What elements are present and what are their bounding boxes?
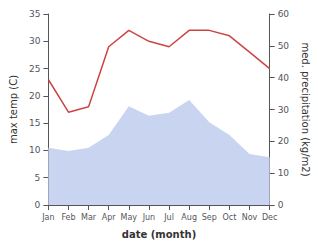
- svg-text:10: 10: [29, 145, 41, 155]
- svg-text:30: 30: [278, 105, 290, 115]
- svg-text:Nov: Nov: [242, 213, 258, 222]
- svg-text:10: 10: [278, 168, 290, 178]
- svg-text:20: 20: [29, 91, 41, 101]
- svg-text:Mar: Mar: [81, 213, 97, 222]
- svg-text:Apr: Apr: [102, 213, 117, 222]
- svg-text:Jun: Jun: [142, 213, 156, 222]
- svg-text:50: 50: [278, 41, 290, 51]
- svg-text:0: 0: [278, 200, 284, 210]
- svg-text:Oct: Oct: [222, 213, 236, 222]
- svg-text:Sep: Sep: [202, 213, 217, 222]
- svg-text:15: 15: [29, 118, 40, 128]
- svg-text:40: 40: [278, 73, 290, 83]
- svg-text:Dec: Dec: [262, 213, 277, 222]
- svg-text:date (month): date (month): [122, 229, 196, 240]
- svg-text:Feb: Feb: [61, 213, 75, 222]
- svg-text:25: 25: [29, 64, 40, 74]
- svg-text:35: 35: [29, 9, 40, 19]
- svg-text:May: May: [121, 213, 138, 222]
- svg-text:60: 60: [278, 9, 290, 19]
- svg-text:Jul: Jul: [163, 213, 174, 222]
- svg-text:0: 0: [35, 200, 41, 210]
- svg-text:med. precipitation (kg/m2): med. precipitation (kg/m2): [300, 42, 311, 176]
- svg-text:Aug: Aug: [181, 213, 197, 222]
- svg-text:Jan: Jan: [41, 213, 54, 222]
- svg-text:30: 30: [29, 36, 41, 46]
- svg-text:max temp (C): max temp (C): [8, 75, 19, 144]
- svg-text:5: 5: [35, 173, 41, 183]
- svg-text:20: 20: [278, 136, 290, 146]
